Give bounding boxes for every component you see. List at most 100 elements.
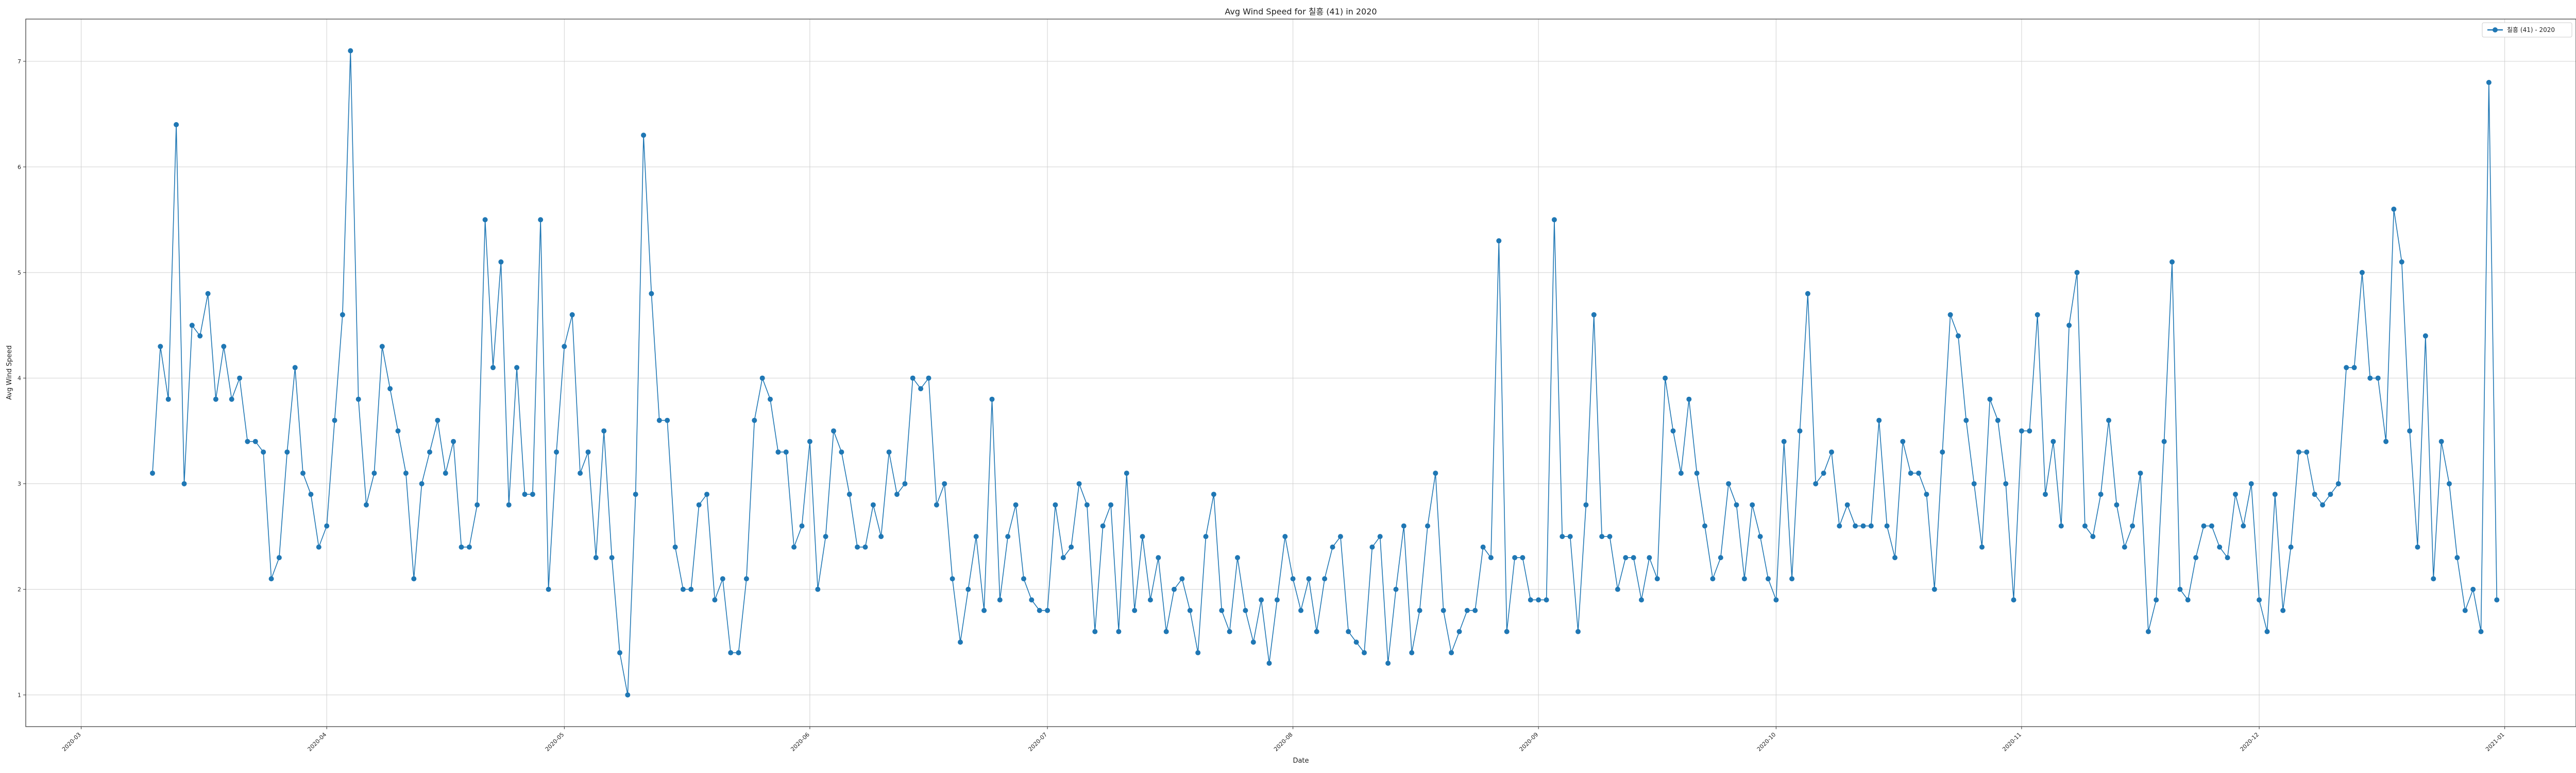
data-point (395, 428, 401, 434)
data-point (1615, 586, 1620, 592)
data-point (2367, 375, 2373, 381)
chart-title: Avg Wind Speed for 칠흥 (41) in 2020 (1225, 7, 1377, 16)
data-point (1591, 312, 1597, 317)
data-point (1924, 492, 1929, 497)
data-point (1029, 597, 1035, 603)
data-point (1654, 576, 1660, 582)
data-point (1551, 217, 1557, 223)
data-point (656, 417, 662, 423)
data-point (593, 555, 599, 561)
legend-box (2482, 22, 2572, 38)
y-tick-label: 4 (18, 375, 21, 382)
data-point (578, 470, 583, 476)
data-point (2066, 323, 2072, 328)
data-point (1686, 396, 1692, 402)
data-point (213, 396, 218, 402)
data-point (1417, 608, 1422, 613)
data-point (2399, 259, 2404, 265)
data-point (2035, 312, 2040, 317)
data-point (665, 417, 670, 423)
data-point (308, 492, 314, 497)
data-point (1757, 534, 1763, 540)
data-point (1179, 576, 1185, 582)
data-point (2050, 439, 2056, 444)
data-point (1821, 470, 1826, 476)
plot-area-frame (25, 19, 2576, 727)
data-point (823, 534, 828, 540)
data-point (355, 396, 361, 402)
data-point (324, 523, 330, 529)
data-point (1520, 555, 1526, 561)
y-tick-label: 1 (18, 692, 21, 699)
data-point (1227, 629, 1232, 634)
data-point (2130, 523, 2136, 529)
data-point (466, 544, 472, 550)
data-point (1955, 333, 1961, 339)
y-axis: 1 2 3 4 5 6 7 (18, 58, 26, 699)
data-point (1599, 534, 1605, 540)
data-point (165, 396, 171, 402)
data-point (633, 492, 638, 497)
data-point (562, 344, 567, 349)
data-point (1401, 523, 1406, 529)
data-point (1876, 417, 1882, 423)
data-point (1829, 449, 1834, 455)
data-point (514, 365, 520, 371)
data-point (546, 586, 551, 592)
data-point (1750, 502, 1755, 508)
data-point (229, 396, 234, 402)
data-point (379, 344, 385, 349)
data-point (1195, 650, 1201, 656)
data-point (1274, 597, 1280, 603)
data-point (1702, 523, 1707, 529)
data-point (1663, 375, 1668, 381)
data-point (1844, 502, 1850, 508)
data-point (268, 576, 274, 582)
data-point (1480, 544, 1486, 550)
data-point (2114, 502, 2120, 508)
data-point (1116, 629, 1122, 634)
data-point (1472, 608, 1478, 613)
data-point (1916, 470, 1922, 476)
data-point (2272, 492, 2278, 497)
data-point (1005, 534, 1011, 540)
data-point (1900, 439, 1906, 444)
data-point (839, 449, 844, 455)
data-point (2375, 375, 2381, 381)
data-point (688, 586, 694, 592)
data-point (2383, 439, 2389, 444)
data-point (2415, 544, 2420, 550)
data-point (506, 502, 512, 508)
data-point (617, 650, 622, 656)
data-point (2335, 481, 2341, 486)
data-point (2082, 523, 2088, 529)
data-point (1947, 312, 1953, 317)
data-point (2154, 597, 2159, 603)
data-point (2351, 365, 2357, 371)
data-point (1393, 586, 1399, 592)
data-point (807, 439, 812, 444)
data-point (1797, 428, 1803, 434)
data-point (1987, 396, 1993, 402)
data-point (2161, 439, 2167, 444)
data-point (2098, 492, 2104, 497)
data-point (1203, 534, 1209, 540)
data-point (799, 523, 805, 529)
data-point (1259, 597, 1264, 603)
data-point (1884, 523, 1890, 529)
data-point (411, 576, 417, 582)
data-point (815, 586, 821, 592)
data-point (1853, 523, 1858, 529)
data-point (997, 597, 1003, 603)
data-point (261, 449, 266, 455)
data-point (704, 492, 709, 497)
data-point (870, 502, 876, 508)
grid-lines (26, 19, 2576, 727)
data-point (1781, 439, 1787, 444)
data-point (2241, 523, 2246, 529)
data-point (2288, 544, 2294, 550)
data-point (1496, 238, 1502, 244)
data-point (276, 555, 282, 561)
data-point (1013, 502, 1019, 508)
data-point (2328, 492, 2333, 497)
